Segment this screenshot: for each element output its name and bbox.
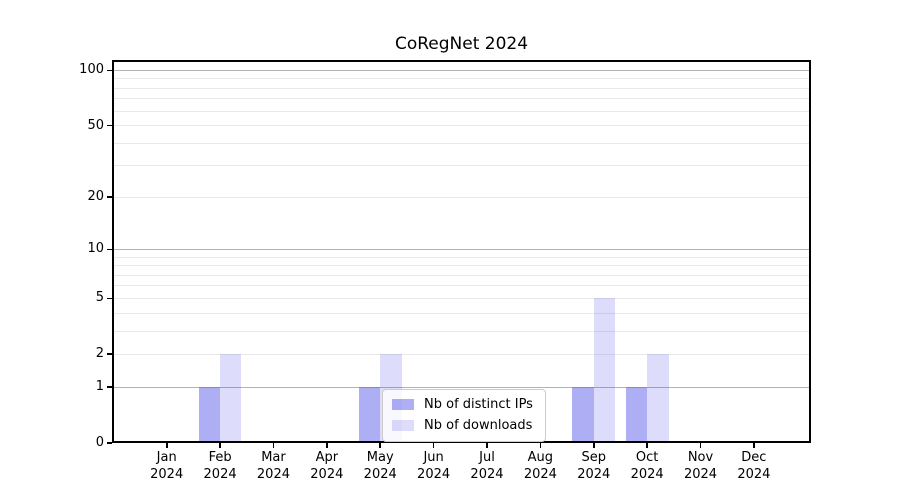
- y-tick-label-20: 20: [87, 189, 104, 205]
- y-tick-label-100: 100: [79, 62, 104, 78]
- x-tick-label-jan: Jan 2024: [150, 450, 184, 482]
- legend-swatch-downloads: [392, 420, 414, 431]
- gridline-40: [112, 142, 811, 144]
- x-tick-mark-sep: [592, 443, 595, 448]
- y-tick-mark-10: [107, 248, 112, 251]
- x-tick-mark-dec: [753, 443, 755, 448]
- x-tick-label-mar: Mar 2024: [256, 450, 290, 482]
- x-tick-label-feb: Feb 2024: [203, 450, 237, 482]
- gridline-3: [112, 330, 811, 332]
- x-tick-mark-nov: [699, 443, 702, 448]
- legend-item-distinct-ips: Nb of distinct IPs: [392, 394, 537, 415]
- x-tick-label-may: May 2024: [363, 450, 397, 482]
- legend-item-downloads: Nb of downloads: [392, 415, 537, 436]
- y-tick-mark-1: [107, 386, 112, 388]
- gridline-9: [112, 256, 811, 258]
- gridline-50: [112, 125, 811, 127]
- y-tick-mark-100: [107, 69, 112, 72]
- gridline-8: [112, 265, 811, 267]
- gridline-30: [112, 165, 811, 167]
- x-axis-spine: [112, 441, 811, 443]
- bar-downloads-sep: [593, 298, 616, 443]
- legend-swatch-distinct-ips: [392, 399, 414, 410]
- x-tick-label-oct: Oct 2024: [630, 450, 664, 482]
- gridline-1: [112, 386, 811, 388]
- gridline-60: [112, 110, 811, 112]
- x-tick-label-dec: Dec 2024: [737, 450, 771, 482]
- y-tick-mark-2: [107, 353, 112, 356]
- bar-distinct-ips-oct: [625, 387, 648, 443]
- bar-distinct-ips-sep: [572, 387, 594, 443]
- gridline-70: [112, 98, 811, 100]
- x-tick-label-apr: Apr 2024: [310, 450, 344, 482]
- gridline-2: [112, 353, 811, 355]
- x-tick-mark-apr: [325, 443, 328, 448]
- x-tick-mark-aug: [539, 443, 542, 448]
- y-axis-spine: [112, 60, 114, 443]
- right-spine: [809, 60, 811, 443]
- x-tick-label-jun: Jun 2024: [417, 450, 451, 482]
- x-tick-label-nov: Nov 2024: [683, 450, 718, 482]
- gridline-90: [112, 78, 811, 80]
- y-tick-label-10: 10: [87, 241, 104, 257]
- bar-downloads-feb: [220, 354, 242, 443]
- legend-label-distinct-ips: Nb of distinct IPs: [424, 397, 533, 412]
- bar-distinct-ips-may: [358, 387, 381, 443]
- x-tick-mark-oct: [646, 443, 648, 448]
- y-tick-label-1: 1: [95, 379, 104, 395]
- y-tick-mark-20: [107, 196, 112, 199]
- y-tick-mark-0: [107, 442, 112, 444]
- x-tick-mark-may: [379, 443, 382, 448]
- x-tick-label-jul: Jul 2024: [470, 450, 504, 482]
- x-tick-mark-jan: [165, 443, 168, 448]
- gridline-6: [112, 285, 811, 287]
- gridline-80: [112, 87, 811, 89]
- y-tick-label-5: 5: [95, 290, 104, 306]
- legend-label-downloads: Nb of downloads: [424, 418, 533, 433]
- x-tick-mark-mar: [272, 443, 275, 448]
- x-tick-mark-jul: [486, 443, 488, 448]
- gridline-10: [112, 248, 811, 250]
- y-tick-label-2: 2: [95, 346, 104, 362]
- bar-distinct-ips-feb: [198, 387, 221, 443]
- plot-area: [112, 60, 811, 443]
- gridline-4: [112, 312, 811, 314]
- y-tick-label-0: 0: [95, 435, 104, 450]
- gridline-7: [112, 274, 811, 276]
- top-spine: [112, 60, 811, 62]
- gridline-5: [112, 297, 811, 299]
- x-tick-mark-feb: [219, 443, 221, 448]
- gridline-100: [112, 69, 811, 71]
- chart-title: CoRegNet 2024: [394, 34, 529, 54]
- x-tick-label-aug: Aug 2024: [523, 450, 557, 482]
- y-tick-label-50: 50: [87, 117, 104, 133]
- legend: Nb of distinct IPs Nb of downloads: [382, 389, 546, 442]
- y-tick-mark-5: [107, 297, 112, 300]
- y-tick-mark-50: [107, 124, 112, 127]
- x-tick-mark-jun: [432, 443, 435, 448]
- bar-downloads-oct: [647, 354, 669, 443]
- x-tick-label-sep: Sep 2024: [577, 450, 611, 482]
- gridline-20: [112, 196, 811, 198]
